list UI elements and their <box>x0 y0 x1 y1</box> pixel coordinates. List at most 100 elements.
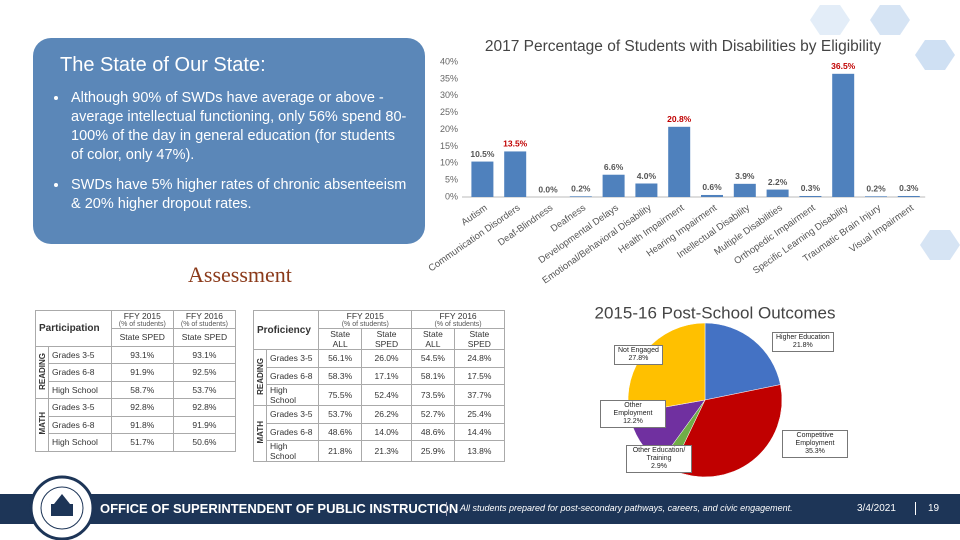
header-row: State ALL State SPED State ALL State SPED <box>254 328 506 350</box>
participation-table: Participation FFY 2015 (% of students) FFY … <box>35 310 237 452</box>
data-label: 35.3% <box>805 448 825 455</box>
hex-decoration <box>810 5 960 260</box>
data-label: 0.6% <box>702 182 722 192</box>
table-cell: 13.8% <box>453 440 506 462</box>
column-header: FFY 2016 (% of students) <box>411 310 505 329</box>
chart-title: 2017 Percentage of Students with Disabil… <box>485 38 882 55</box>
data-label: 27.8% <box>628 355 649 362</box>
pie-label: Other Employment 12.2% <box>600 400 666 428</box>
row-label: Grades 3-5 <box>48 398 112 417</box>
pie-label: Other Education/ Training 2.9% <box>626 445 692 473</box>
table-cell: 24.8% <box>453 349 506 368</box>
page-number: 19 <box>928 503 940 514</box>
row-label: Grades 3-5 <box>48 345 112 364</box>
data-label: 21.8% <box>792 342 813 349</box>
column-header: FFY 2015 (% of students) <box>318 310 413 329</box>
table-cell: 58.7% <box>110 380 174 399</box>
table-cell: 93.1% <box>110 345 174 364</box>
pie-label: Higher Education 21.8% <box>772 332 834 352</box>
table-cell: 50.6% <box>172 433 237 452</box>
y-tick-label: 30% <box>440 90 458 100</box>
table-cell: 52.7% <box>411 405 455 424</box>
bar <box>668 126 691 197</box>
y-tick-label: 40% <box>440 56 458 66</box>
bar <box>865 196 887 197</box>
table-cell: 51.7% <box>110 433 174 452</box>
group-cell: MATH <box>35 398 49 452</box>
pie-label: Not Engaged 27.8% <box>614 345 663 365</box>
group-label: READING <box>255 358 265 395</box>
table-row: MATH Grades 3-5 53.7% 26.2% 52.7% 25.4% <box>253 405 506 462</box>
legend-label: Other Employment <box>613 402 653 417</box>
organization: OFFICE OF SUPERINTENDENT OF PUBLIC INSTR… <box>100 501 459 516</box>
row-label: High School <box>265 384 320 406</box>
pie-slice <box>704 322 781 401</box>
bar <box>701 194 723 197</box>
table-cell: 21.8% <box>318 440 362 462</box>
table-row: High School 75.5% 52.4% 73.5% 37.7% <box>254 384 506 406</box>
y-tick-label: 25% <box>440 107 458 117</box>
summary-box: The State of Our State: Although 90% of … <box>33 38 425 244</box>
legend-label: Not Engaged <box>618 347 659 354</box>
row-label: High School <box>265 440 320 462</box>
header-row: Participation FFY 2015 (% of students) FFY … <box>35 310 237 347</box>
y-tick-label: 5% <box>445 175 458 185</box>
bullet: SWDs have 5% higher rates of chronic abs… <box>69 176 407 214</box>
y-tick-label: 20% <box>440 124 458 134</box>
pie-label: Competitive Employment 35.3% <box>782 430 848 458</box>
y-tick-label: 10% <box>440 158 458 168</box>
table-cell: 26.2% <box>360 405 413 424</box>
table-cell: 37.7% <box>453 384 506 406</box>
bar <box>471 161 494 197</box>
table-cell: 91.9% <box>172 415 237 434</box>
table-row: High School 21.8% 21.3% 25.9% 13.8% <box>254 440 506 462</box>
chart-title: 2015-16 Post-School Outcomes <box>595 303 836 322</box>
legend-label: Competitive Employment <box>795 432 835 447</box>
bar <box>602 174 625 197</box>
table-row: Grades 6-8 48.6% 14.0% 48.6% 14.4% <box>254 422 506 441</box>
table-cell: 75.5% <box>318 384 362 406</box>
group-cell: READING <box>253 349 267 406</box>
table-cell: 58.3% <box>318 366 362 385</box>
proficiency-table: Proficiency FFY 2015 (% of students) FFY 20… <box>252 310 506 462</box>
table-cell: 14.0% <box>360 422 413 441</box>
table-cell: 58.1% <box>411 366 455 385</box>
data-label: 2.9% <box>651 463 667 470</box>
legend-label: Other Education/ Training <box>632 447 686 462</box>
data-label: 3.9% <box>735 171 755 181</box>
table-cell: 53.7% <box>172 380 237 399</box>
y-tick-label: 35% <box>440 73 458 83</box>
row-label: Grades 6-8 <box>48 363 112 382</box>
sub-header: State SPED <box>172 328 237 347</box>
table-cell: 21.3% <box>360 440 413 462</box>
column-label: FFY 2015 <box>123 311 161 321</box>
table-cell: 25.4% <box>453 405 506 424</box>
table-cell: 17.1% <box>360 366 413 385</box>
table-cell: 92.8% <box>110 398 174 417</box>
sub-header: State ALL <box>411 328 455 350</box>
bar <box>635 183 658 197</box>
separator <box>915 502 916 515</box>
bar <box>504 151 527 197</box>
column-label: FFY 2015 <box>346 311 384 321</box>
column-label: FFY 2016 <box>185 311 223 321</box>
table-cell: 91.9% <box>110 363 174 382</box>
group-cell: MATH <box>253 405 267 462</box>
table-row: Grades 6-8 91.8% 91.9% <box>36 415 237 434</box>
table-cell: 92.8% <box>172 398 237 417</box>
table-cell: 56.1% <box>318 349 362 368</box>
column-header: FFY 2016 (% of students) <box>172 310 237 329</box>
data-label: 0.3% <box>899 183 919 193</box>
table-cell: 14.4% <box>453 422 506 441</box>
table-cell: 93.1% <box>172 345 237 364</box>
column-note: (% of students) <box>180 321 228 328</box>
data-label: 0.2% <box>571 184 591 194</box>
footer: OFFICE OF SUPERINTENDENT OF PUBLIC INSTR… <box>0 494 960 524</box>
heading: The State of Our State: <box>60 54 266 76</box>
seal <box>29 475 95 540</box>
table-cell: 17.5% <box>453 366 506 385</box>
column-note: (% of students) <box>118 321 166 328</box>
row-label: Grades 3-5 <box>265 349 320 368</box>
table-row: High School 51.7% 50.6% <box>36 433 237 452</box>
data-label: 13.5% <box>503 139 528 149</box>
